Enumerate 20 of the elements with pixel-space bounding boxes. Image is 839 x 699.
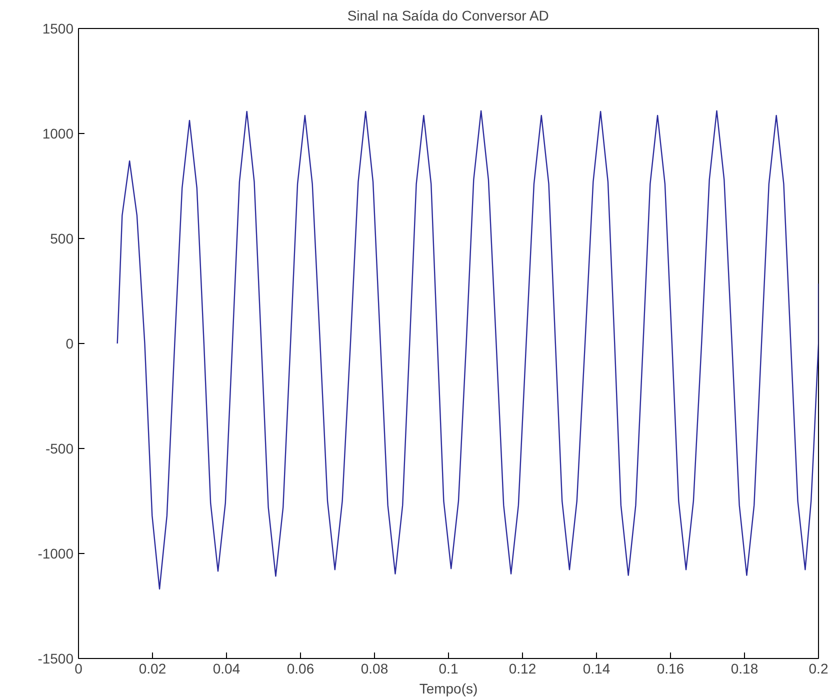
y-tick-label: 500 — [50, 230, 74, 246]
x-tick-label: 0.02 — [138, 660, 166, 676]
x-tick-label: 0.18 — [730, 660, 758, 676]
y-tick-label: -500 — [45, 440, 74, 456]
x-tick-label: 0.08 — [360, 660, 388, 676]
x-tick-label: 0.14 — [582, 660, 610, 676]
x-tick-label: 0.1 — [438, 660, 458, 676]
y-tick-label: 1000 — [42, 126, 74, 142]
x-tick-label: 0.2 — [808, 660, 828, 676]
y-tick-label: -1500 — [38, 650, 74, 666]
line-series — [116, 110, 818, 590]
x-tick-label: 0.04 — [212, 660, 240, 676]
chart-title: Sinal na Saída do Conversor AD — [347, 8, 549, 24]
y-tick-label: -1000 — [38, 546, 74, 562]
x-tick-label: 0.12 — [508, 660, 536, 676]
x-axis-title: Tempo(s) — [419, 680, 478, 696]
x-tick-label: 0.16 — [656, 660, 684, 676]
y-tick-label: 0 — [66, 336, 74, 352]
y-tick-label: 1500 — [42, 20, 74, 36]
x-tick-label: 0.06 — [286, 660, 314, 676]
